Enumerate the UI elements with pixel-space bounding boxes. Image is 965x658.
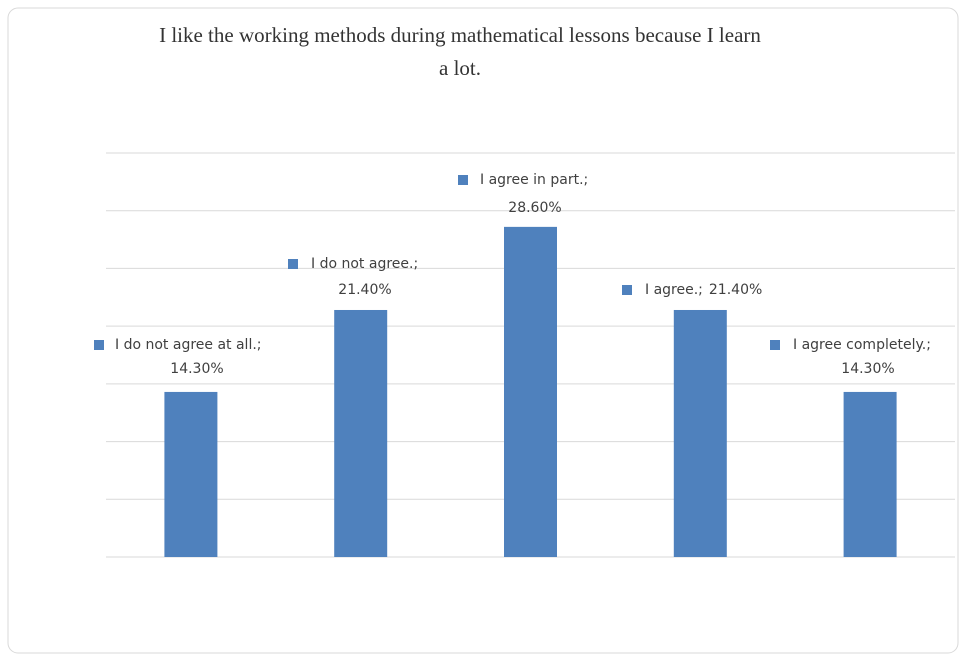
- data-label-separator: ;: [257, 337, 262, 353]
- legend-key: [622, 285, 632, 295]
- bar: [164, 391, 218, 557]
- data-label-value: 14.30%: [841, 361, 894, 377]
- data-label: I agree in part.;: [480, 172, 588, 188]
- data-label: I do not agree at all.;: [115, 337, 262, 353]
- chart-frame: [7, 7, 959, 654]
- legend-key: [94, 340, 104, 350]
- data-label-value: 21.40%: [338, 282, 391, 298]
- bar: [843, 391, 897, 557]
- data-label-separator: ;: [413, 256, 418, 272]
- data-label-category: I agree completely.: [793, 337, 926, 353]
- bar: [504, 226, 557, 558]
- legend-key: [288, 259, 298, 269]
- chart-title: a lot.: [439, 56, 481, 80]
- data-label: I do not agree.;: [311, 256, 418, 272]
- chart-title: I like the working methods during mathem…: [159, 23, 761, 47]
- data-label-category: I do not agree at all.: [115, 337, 257, 353]
- data-label-value: 21.40%: [709, 282, 762, 298]
- legend-key: [458, 175, 468, 185]
- data-label-category: I agree in part.: [480, 172, 584, 188]
- data-label: I agree completely.;: [793, 337, 931, 353]
- data-label-separator: ;: [926, 337, 931, 353]
- data-label-value: 28.60%: [508, 200, 561, 216]
- legend-key: [770, 340, 780, 350]
- bar: [334, 309, 388, 557]
- data-label: I agree.; 21.40%: [645, 282, 762, 298]
- bar: [673, 309, 727, 557]
- data-label-value: 14.30%: [170, 361, 223, 377]
- data-label-category: I agree.: [645, 282, 698, 298]
- data-label-separator: ;: [698, 282, 703, 298]
- data-label-separator: ;: [584, 172, 589, 188]
- data-label-category: I do not agree.: [311, 256, 413, 272]
